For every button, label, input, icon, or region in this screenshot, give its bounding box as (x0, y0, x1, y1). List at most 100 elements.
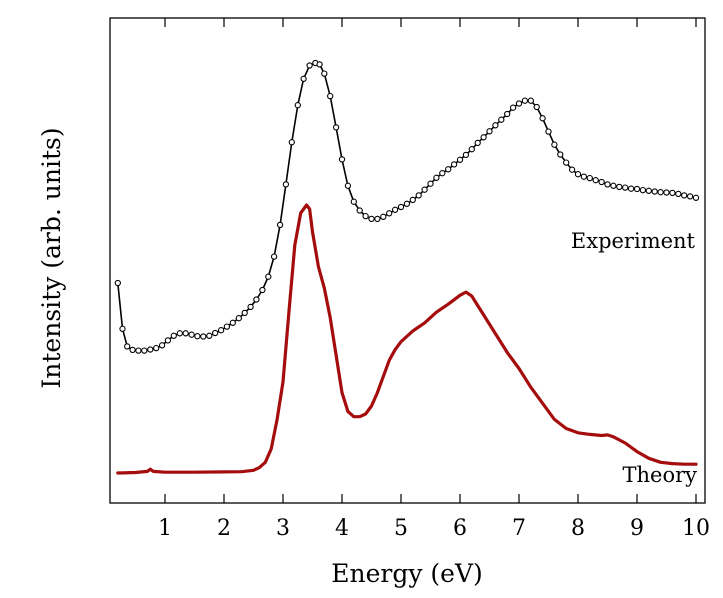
x-tick-label: 4 (335, 516, 349, 541)
data-point (645, 187, 652, 194)
data-point (557, 151, 564, 158)
data-point (350, 198, 357, 205)
data-point (282, 181, 290, 188)
data-point (332, 124, 340, 131)
data-point (651, 188, 658, 195)
data-point (288, 139, 295, 146)
data-point (114, 279, 121, 287)
data-point (217, 327, 225, 334)
data-point (344, 182, 352, 189)
data-point (627, 185, 635, 192)
data-point (427, 180, 434, 187)
series-layer (114, 59, 700, 475)
x-tick-label: 10 (682, 516, 710, 541)
data-point (568, 166, 576, 173)
data-point (119, 325, 126, 332)
data-point (253, 296, 260, 303)
data-point (586, 174, 593, 182)
data-point (206, 332, 213, 339)
plot-frame (109, 17, 706, 504)
data-point (158, 342, 166, 349)
x-tick-label: 8 (571, 516, 585, 541)
data-point (356, 207, 363, 214)
data-point (265, 273, 272, 280)
data-point (610, 182, 617, 189)
data-point (247, 303, 254, 311)
data-point (639, 186, 647, 194)
x-tick-label: 7 (512, 516, 526, 541)
data-point (327, 92, 334, 100)
data-point (380, 213, 387, 220)
data-point (306, 62, 313, 69)
data-point (223, 323, 231, 330)
data-point (164, 337, 172, 344)
data-point (468, 146, 475, 153)
data-point (200, 333, 207, 340)
data-point (153, 344, 160, 352)
data-point (368, 215, 375, 223)
data-point (409, 196, 416, 204)
series-line-theory (116, 203, 698, 475)
x-axis-label: Energy (eV) (331, 559, 483, 588)
data-point (563, 159, 570, 166)
x-tick-label: 5 (394, 516, 408, 541)
data-point (445, 166, 452, 173)
data-point (574, 171, 582, 178)
data-point (539, 115, 546, 122)
data-point (456, 156, 464, 163)
data-point (622, 184, 629, 191)
data-point (521, 97, 529, 104)
data-point (474, 139, 481, 147)
data-point (321, 70, 328, 77)
y-axis-label: Intensity (arb. units) (37, 127, 66, 388)
data-point (692, 194, 700, 201)
data-point (415, 192, 422, 199)
data-point (462, 151, 470, 159)
data-point (498, 116, 505, 123)
data-point (592, 177, 599, 184)
data-point (147, 346, 154, 353)
data-point (194, 333, 201, 340)
data-point (397, 203, 405, 211)
data-point (515, 100, 523, 107)
data-point (492, 122, 499, 129)
data-point (316, 61, 323, 68)
data-point (403, 200, 411, 207)
data-point (669, 189, 676, 197)
x-tick-label: 2 (217, 516, 231, 541)
data-point (433, 174, 440, 181)
data-point (421, 186, 428, 193)
data-point (545, 128, 552, 135)
data-point (276, 221, 284, 229)
data-point (686, 193, 694, 200)
data-point (182, 330, 189, 337)
data-point (386, 210, 393, 217)
data-point (235, 315, 242, 322)
data-point (663, 189, 670, 196)
x-tick-label: 6 (453, 516, 467, 541)
data-point (188, 331, 195, 338)
data-point (633, 185, 641, 193)
data-point (124, 343, 131, 350)
data-point (229, 319, 236, 326)
x-axis-ticks: 1 2 3 4 5 6 7 8 9 10 (158, 18, 710, 541)
x-tick-label: 3 (276, 516, 290, 541)
data-point (170, 332, 177, 339)
data-point (527, 97, 534, 104)
data-point (391, 206, 399, 213)
data-point (604, 181, 611, 188)
data-point (135, 347, 142, 354)
data-point (362, 212, 369, 220)
data-point (509, 104, 517, 111)
x-tick-label: 9 (630, 516, 644, 541)
data-point (598, 178, 605, 186)
data-point (129, 346, 136, 354)
data-point (480, 134, 487, 141)
data-point (533, 103, 540, 111)
data-point (338, 156, 346, 163)
data-point (657, 189, 664, 196)
data-point (176, 330, 183, 337)
data-point (294, 102, 301, 109)
data-point (580, 173, 588, 180)
